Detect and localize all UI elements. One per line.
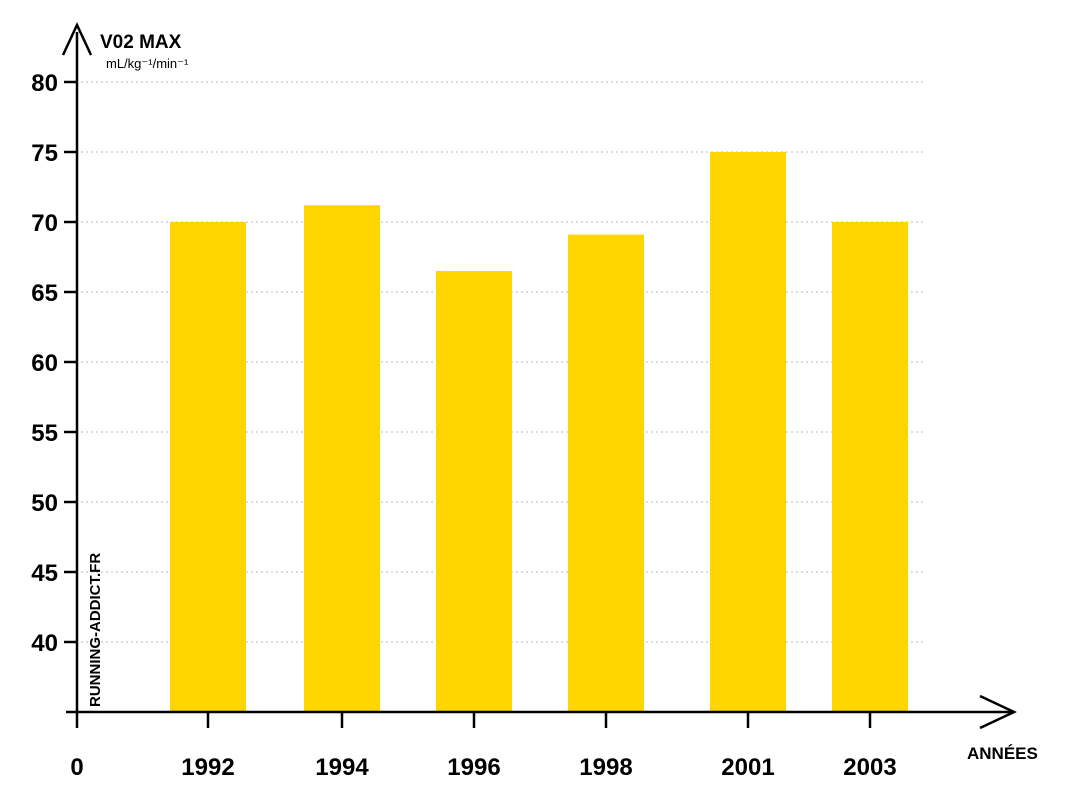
bar-2001 — [710, 152, 786, 712]
watermark: RUNNING-ADDICT.FR — [87, 553, 104, 707]
y-tick-label: 55 — [31, 420, 58, 447]
bars — [170, 152, 908, 712]
x-tick-label: 1996 — [447, 754, 500, 781]
bar-1996 — [436, 271, 512, 712]
x-tick-label: 1992 — [181, 754, 234, 781]
bar-1994 — [304, 205, 380, 712]
y-tick-label: 80 — [31, 70, 58, 97]
y-ticks: 40 45 50 55 60 65 70 75 80 — [31, 70, 77, 657]
bar-1992 — [170, 222, 246, 712]
y-tick-label: 70 — [31, 210, 58, 237]
x-axis-arrow-icon — [979, 694, 1017, 730]
y-tick-label: 45 — [31, 560, 58, 587]
x-origin-label: 0 — [70, 754, 83, 781]
y-tick-label: 75 — [31, 140, 58, 167]
bar-1998 — [568, 234, 644, 712]
y-tick-label: 50 — [31, 490, 58, 517]
y-axis-arrow-icon — [61, 22, 93, 56]
x-tick-label: 1998 — [579, 754, 632, 781]
x-tick-label: 1994 — [315, 754, 369, 781]
y-axis-unit: mL/kg⁻¹/min⁻¹ — [106, 56, 189, 71]
x-tick-label: 2001 — [721, 754, 774, 781]
y-axis-title: V02 MAX — [100, 32, 182, 53]
y-tick-label: 60 — [31, 350, 58, 377]
y-tick-label: 65 — [31, 280, 58, 307]
x-axis-title: ANNÉES — [967, 744, 1038, 763]
y-tick-label: 40 — [31, 630, 58, 657]
bar-2003 — [832, 222, 908, 712]
x-ticks: 1992 1994 1996 1998 2001 2003 — [75, 712, 897, 781]
x-tick-label: 2003 — [843, 754, 896, 781]
